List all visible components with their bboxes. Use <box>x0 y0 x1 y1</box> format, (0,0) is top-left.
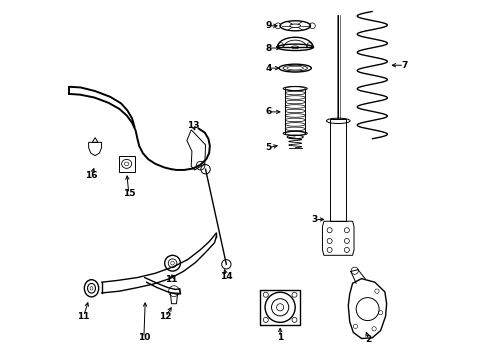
Text: 7: 7 <box>401 61 407 70</box>
Text: 1: 1 <box>277 333 283 342</box>
Text: 11: 11 <box>165 275 178 284</box>
Text: 13: 13 <box>187 121 199 130</box>
Text: 6: 6 <box>265 107 271 116</box>
Text: 8: 8 <box>265 44 271 53</box>
Text: 5: 5 <box>265 143 271 152</box>
Text: 3: 3 <box>312 215 318 224</box>
Text: 12: 12 <box>159 312 171 321</box>
Text: 16: 16 <box>85 171 98 180</box>
Text: 10: 10 <box>138 333 150 342</box>
Text: 2: 2 <box>366 335 372 344</box>
Text: 11: 11 <box>77 312 90 321</box>
Text: 4: 4 <box>265 64 271 73</box>
Text: 15: 15 <box>122 189 135 198</box>
Text: 9: 9 <box>265 21 271 30</box>
Text: 14: 14 <box>220 271 233 280</box>
